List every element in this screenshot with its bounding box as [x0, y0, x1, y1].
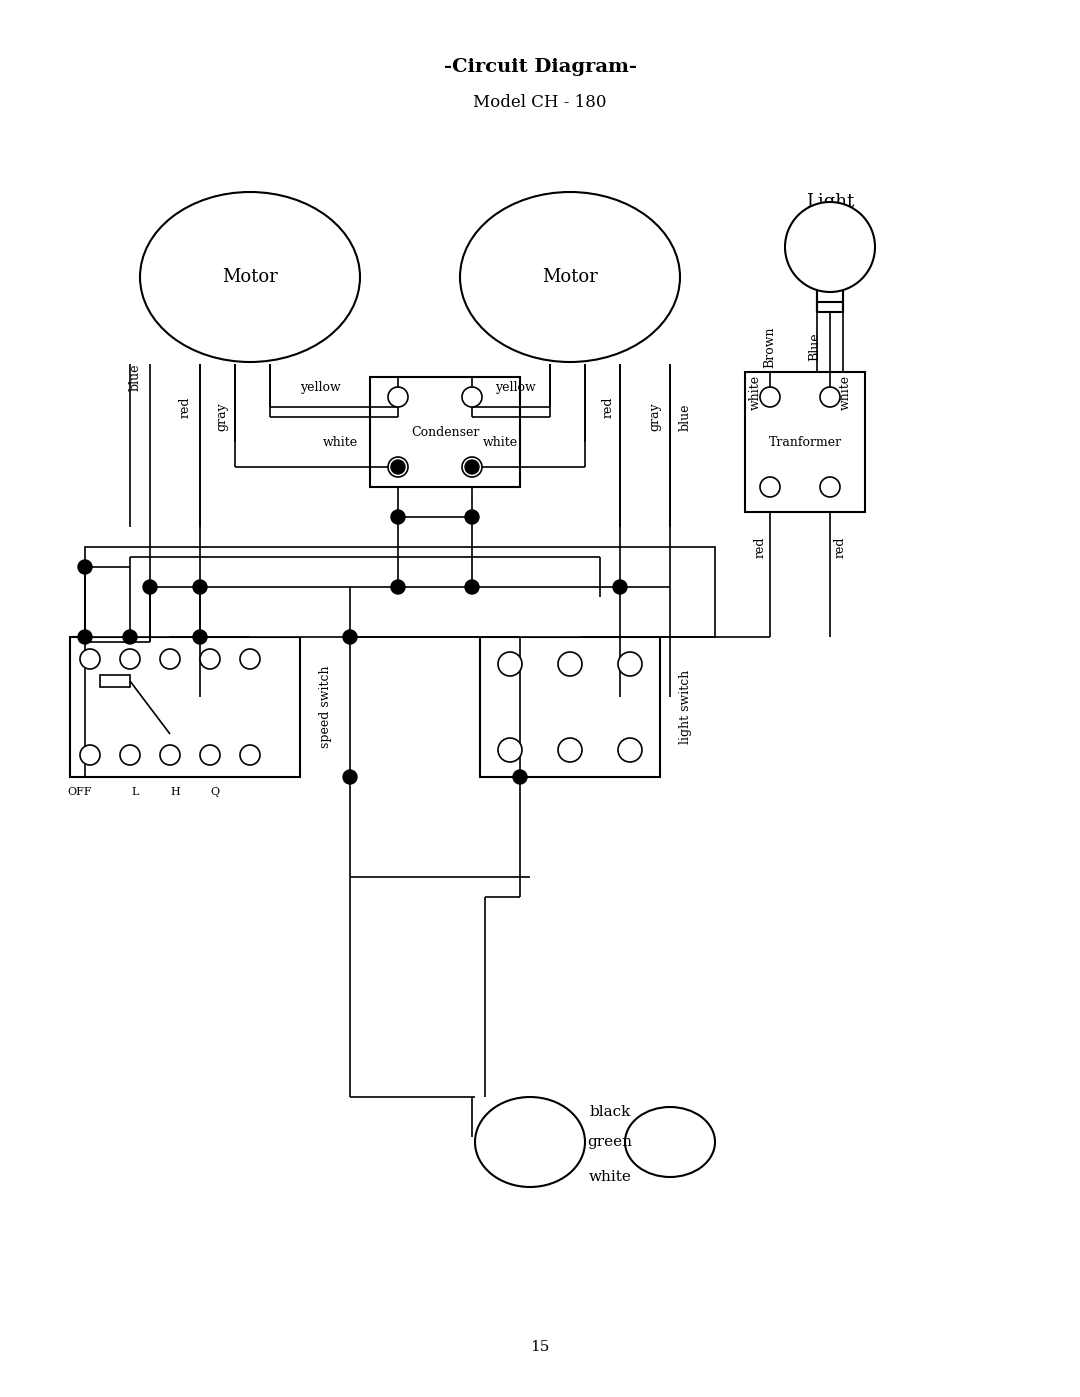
- Circle shape: [240, 745, 260, 766]
- Circle shape: [160, 745, 180, 766]
- Text: gray: gray: [216, 402, 229, 432]
- Circle shape: [618, 652, 642, 676]
- Text: light switch: light switch: [678, 671, 691, 745]
- Text: Tranformer: Tranformer: [769, 436, 841, 448]
- Circle shape: [462, 457, 482, 476]
- Bar: [745, 372, 865, 511]
- Text: Q: Q: [211, 787, 219, 798]
- Text: OFF: OFF: [68, 787, 92, 798]
- Text: Model CH - 180: Model CH - 180: [473, 94, 607, 110]
- Bar: [678, 1127, 690, 1147]
- Circle shape: [465, 510, 480, 524]
- Text: red: red: [834, 536, 847, 557]
- Text: red: red: [602, 397, 615, 418]
- Text: Blue: Blue: [809, 332, 822, 362]
- Text: black: black: [590, 1105, 631, 1119]
- Circle shape: [120, 650, 140, 669]
- Circle shape: [78, 560, 92, 574]
- Circle shape: [513, 770, 527, 784]
- Circle shape: [78, 630, 92, 644]
- Circle shape: [462, 387, 482, 407]
- Bar: [480, 637, 660, 777]
- Circle shape: [558, 738, 582, 761]
- Text: speed switch: speed switch: [319, 666, 332, 749]
- Text: L: L: [132, 787, 138, 798]
- Text: Brown: Brown: [764, 327, 777, 367]
- Text: 15: 15: [530, 1340, 550, 1354]
- Text: blue: blue: [678, 404, 691, 430]
- Circle shape: [240, 650, 260, 669]
- Circle shape: [498, 738, 522, 761]
- Ellipse shape: [475, 1097, 585, 1187]
- Text: white: white: [323, 436, 357, 448]
- Circle shape: [200, 650, 220, 669]
- Bar: [370, 377, 519, 488]
- Circle shape: [760, 387, 780, 407]
- Circle shape: [465, 580, 480, 594]
- Circle shape: [498, 652, 522, 676]
- Circle shape: [388, 457, 408, 476]
- Circle shape: [391, 460, 405, 474]
- Circle shape: [613, 580, 627, 594]
- Circle shape: [123, 630, 137, 644]
- Text: yellow: yellow: [495, 380, 536, 394]
- Text: red: red: [754, 536, 767, 557]
- Bar: [85, 548, 715, 637]
- Circle shape: [80, 745, 100, 766]
- Circle shape: [193, 630, 207, 644]
- Circle shape: [343, 770, 357, 784]
- Text: Motor: Motor: [542, 268, 598, 286]
- Circle shape: [618, 738, 642, 761]
- Circle shape: [160, 650, 180, 669]
- Circle shape: [465, 460, 480, 474]
- Bar: [536, 1127, 548, 1153]
- Circle shape: [820, 387, 840, 407]
- Text: white: white: [748, 374, 761, 409]
- Text: yellow: yellow: [299, 380, 340, 394]
- Circle shape: [80, 650, 100, 669]
- Circle shape: [343, 630, 357, 644]
- Bar: [100, 675, 130, 687]
- Ellipse shape: [625, 1106, 715, 1178]
- Text: white: white: [589, 1171, 632, 1185]
- Text: -Circuit Diagram-: -Circuit Diagram-: [444, 59, 636, 75]
- Text: blue: blue: [129, 363, 141, 391]
- Circle shape: [760, 476, 780, 497]
- Text: H: H: [171, 787, 180, 798]
- Text: gray: gray: [648, 402, 661, 432]
- Text: Motor: Motor: [222, 268, 278, 286]
- Text: Light: Light: [806, 193, 854, 211]
- Text: white: white: [838, 374, 851, 409]
- Circle shape: [558, 652, 582, 676]
- Ellipse shape: [140, 191, 360, 362]
- Bar: [70, 637, 300, 777]
- Text: green: green: [588, 1134, 633, 1148]
- Bar: [650, 1127, 662, 1147]
- Circle shape: [388, 387, 408, 407]
- Circle shape: [193, 580, 207, 594]
- Circle shape: [785, 203, 875, 292]
- Circle shape: [391, 580, 405, 594]
- Text: white: white: [483, 436, 517, 448]
- Circle shape: [820, 476, 840, 497]
- Text: Condenser: Condenser: [410, 426, 480, 439]
- Ellipse shape: [460, 191, 680, 362]
- Text: red: red: [178, 397, 191, 418]
- Bar: [512, 1127, 524, 1153]
- Circle shape: [200, 745, 220, 766]
- Bar: [816, 286, 843, 312]
- Circle shape: [120, 745, 140, 766]
- Circle shape: [391, 510, 405, 524]
- Circle shape: [143, 580, 157, 594]
